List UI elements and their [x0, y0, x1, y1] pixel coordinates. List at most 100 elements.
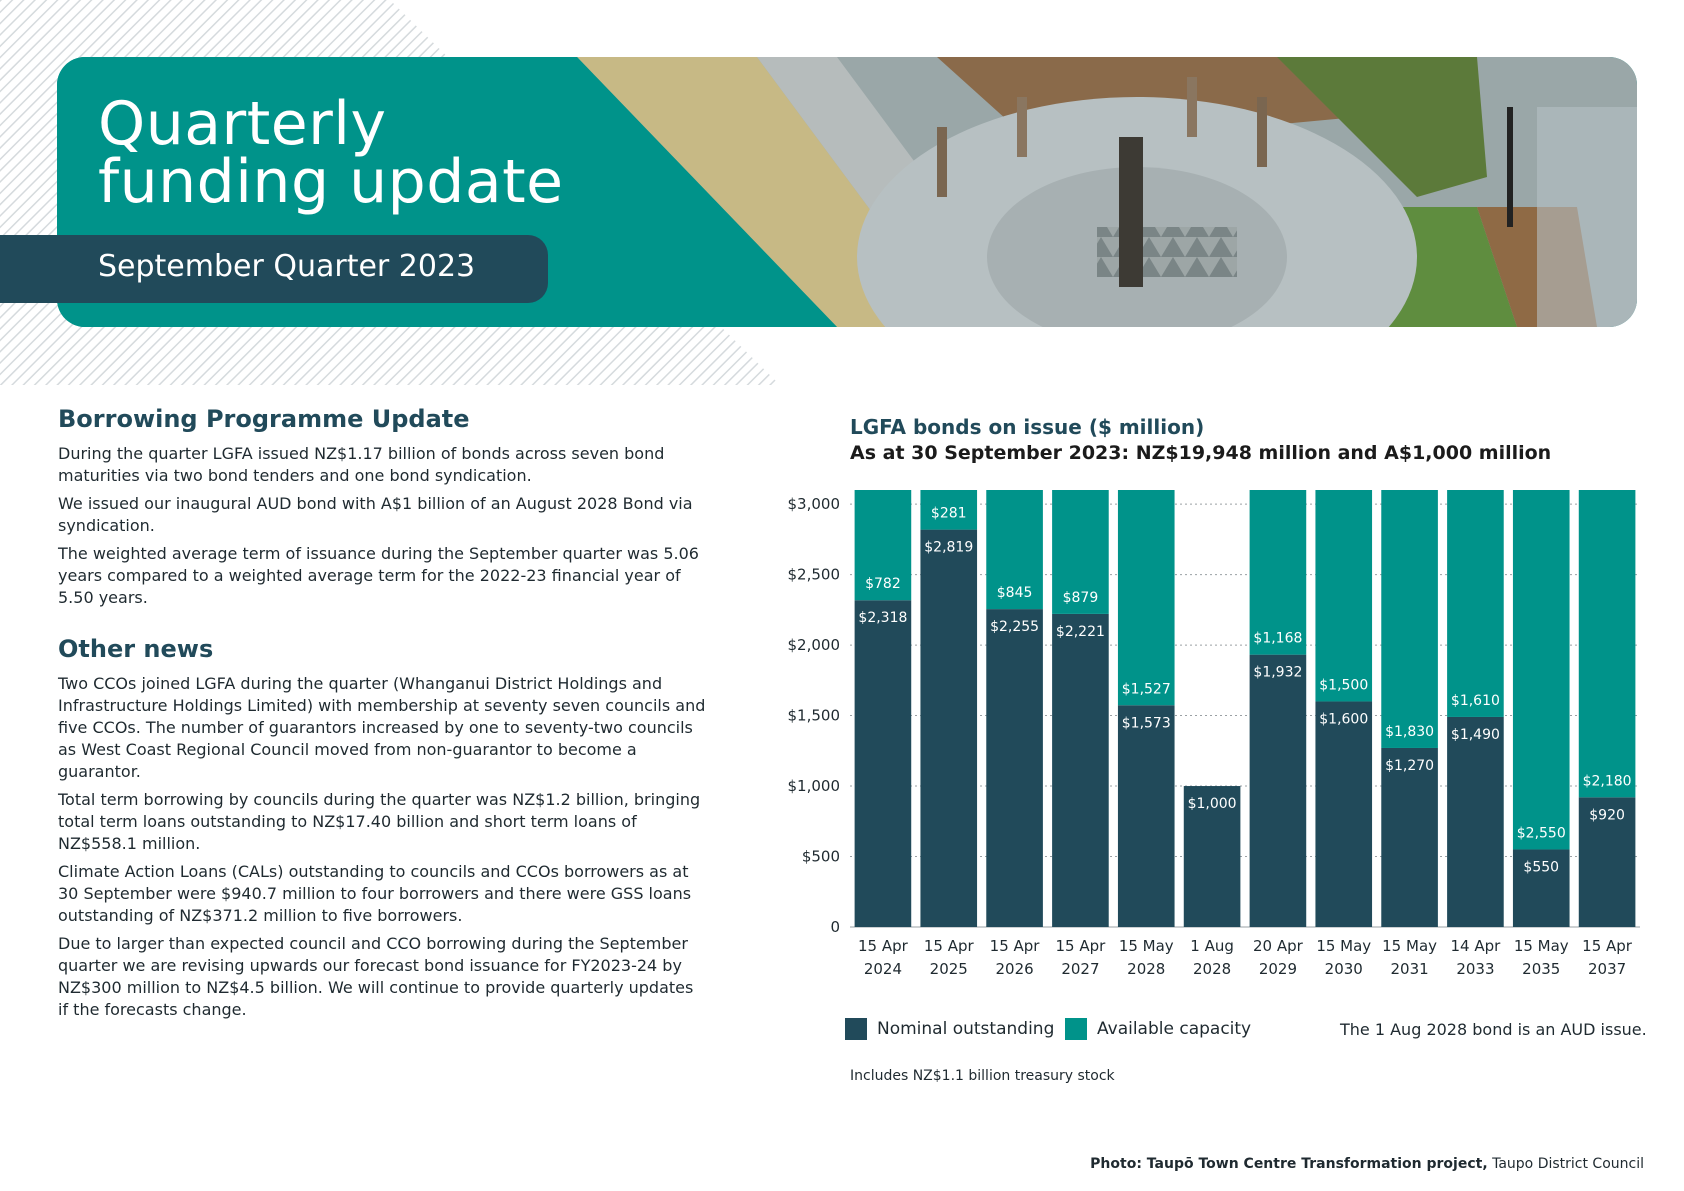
data-label-nominal: $1,490 [1451, 727, 1500, 743]
data-label-capacity: $2,550 [1517, 825, 1566, 841]
data-label-capacity: $1,168 [1253, 631, 1302, 647]
bar-nominal [1578, 797, 1636, 927]
bar-nominal [854, 600, 912, 927]
data-label-nominal: $2,819 [924, 540, 973, 556]
data-label-nominal: $2,318 [858, 610, 907, 626]
bar-nominal [986, 609, 1043, 927]
bar-nominal [1052, 613, 1109, 927]
x-tick-label: 2028 [1193, 960, 1231, 978]
data-label-nominal: $1,932 [1253, 665, 1302, 681]
legend-label-capacity: Available capacity [1097, 1019, 1252, 1039]
x-tick-label: 15 Apr [1582, 937, 1633, 955]
borrowing-paragraph: The weighted average term of issuance du… [58, 544, 699, 607]
x-tick-label: 2026 [995, 960, 1033, 978]
bar-capacity [1315, 490, 1373, 702]
data-label-nominal: $1,270 [1385, 758, 1434, 774]
data-label-capacity: $1,610 [1451, 693, 1500, 709]
news-paragraph: Climate Action Loans (CALs) outstanding … [58, 862, 692, 925]
legend-item-capacity: Available capacity [1065, 1018, 1251, 1040]
data-label-nominal: $2,255 [990, 619, 1039, 635]
bar-capacity [1512, 490, 1570, 850]
x-tick-label: 15 Apr [1056, 937, 1107, 955]
bonds-chart: 0 $500 $1,000 $1,500 $2,000 $2,500 $3,000 $2,31… [788, 490, 1640, 978]
left-column: Borrowing Programme Update During the qu… [58, 405, 708, 1027]
legend-item-nominal: Nominal outstanding [845, 1018, 1054, 1040]
x-tick-label: 15 May [1316, 937, 1371, 955]
page-subtitle: September Quarter 2023 [98, 249, 476, 284]
news-paragraph: Due to larger than expected council and … [58, 934, 694, 1019]
bar-nominal [1249, 654, 1307, 927]
y-tick-label: $2,000 [788, 636, 841, 654]
bar-nominal [920, 529, 978, 927]
bar-capacity [1052, 490, 1109, 614]
borrowing-paragraph: We issued our inaugural AUD bond with A$… [58, 494, 693, 535]
bar-nominal [1381, 747, 1438, 927]
bar-nominal [1183, 786, 1241, 927]
bar-nominal [1117, 705, 1175, 927]
x-tick-label: 2035 [1522, 960, 1560, 978]
x-tick-label: 15 Apr [990, 937, 1041, 955]
x-tick-label: 2024 [864, 960, 902, 978]
data-label-nominal: $1,000 [1188, 796, 1237, 812]
data-label-capacity: $1,830 [1385, 724, 1434, 740]
bar-capacity [1249, 490, 1307, 655]
data-label-capacity: $1,500 [1319, 677, 1368, 693]
data-label-capacity: $281 [931, 506, 967, 522]
x-tick-label: 14 Apr [1451, 937, 1502, 955]
data-label-nominal: $1,600 [1319, 711, 1368, 727]
x-tick-label: 20 Apr [1253, 937, 1304, 955]
borrowing-paragraph: During the quarter LGFA issued NZ$1.17 b… [58, 444, 665, 485]
y-tick-label: $3,000 [788, 495, 841, 513]
y-tick-label: $2,500 [788, 566, 841, 584]
title-line-1: Quarterly [98, 89, 387, 159]
data-label-nominal: $1,573 [1122, 715, 1171, 731]
legend-label-nominal: Nominal outstanding [877, 1019, 1055, 1039]
bar-capacity [1381, 490, 1438, 748]
data-label-capacity: $782 [865, 576, 901, 592]
data-label-capacity: $879 [1063, 590, 1099, 606]
chart-subtitle: As at 30 September 2023: NZ$19,948 milli… [850, 442, 1552, 464]
data-label-capacity: $845 [997, 585, 1033, 601]
chart-title: LGFA bonds on issue ($ million) [850, 415, 1205, 439]
subtitle-bar [0, 235, 548, 303]
bar-nominal [1315, 701, 1373, 927]
news-paragraph: Total term borrowing by councils during … [58, 790, 701, 853]
x-tick-label: 2033 [1456, 960, 1494, 978]
treasury-note: Includes NZ$1.1 billion treasury stock [850, 1068, 1115, 1084]
title-line-2: funding update [98, 147, 564, 217]
bar-capacity [920, 490, 978, 530]
data-label-nominal: $550 [1523, 859, 1559, 875]
bar-nominal [1447, 716, 1504, 927]
x-tick-label: 2029 [1259, 960, 1297, 978]
x-tick-label: 2031 [1390, 960, 1428, 978]
bar-capacity [1578, 490, 1636, 798]
bar-capacity [854, 490, 912, 601]
x-tick-label: 2030 [1325, 960, 1363, 978]
x-tick-label: 15 May [1119, 937, 1174, 955]
legend-swatch-nominal [845, 1018, 867, 1040]
y-tick-label: $1,500 [788, 707, 841, 725]
data-label-nominal: $2,221 [1056, 624, 1105, 640]
bar-nominal [1512, 849, 1570, 927]
data-label-capacity: $1,527 [1122, 681, 1171, 697]
data-label-capacity: $2,180 [1583, 773, 1632, 789]
photo-credit: Photo: Taupō Town Centre Transformation … [1090, 1156, 1644, 1172]
photo-credit-bold: Photo: Taupō Town Centre Transformation … [1090, 1156, 1488, 1172]
news-paragraph: Two CCOs joined LGFA during the quarter … [58, 674, 706, 781]
x-tick-label: 2027 [1061, 960, 1099, 978]
x-tick-label: 15 May [1382, 937, 1437, 955]
aud-note: The 1 Aug 2028 bond is an AUD issue. [1340, 1020, 1647, 1039]
x-tick-label: 1 Aug [1190, 937, 1234, 955]
y-tick-label: 0 [830, 918, 840, 936]
legend-swatch-capacity [1065, 1018, 1087, 1040]
data-label-nominal: $920 [1589, 807, 1625, 823]
x-tick-label: 2037 [1588, 960, 1626, 978]
x-tick-label: 2028 [1127, 960, 1165, 978]
news-heading: Other news [58, 635, 214, 663]
bar-capacity [1117, 490, 1175, 706]
bar-capacity [986, 490, 1043, 610]
x-tick-label: 15 Apr [924, 937, 975, 955]
y-tick-label: $1,000 [788, 777, 841, 795]
page-title: Quarterly funding update [98, 89, 564, 217]
bar-capacity [1447, 490, 1504, 717]
